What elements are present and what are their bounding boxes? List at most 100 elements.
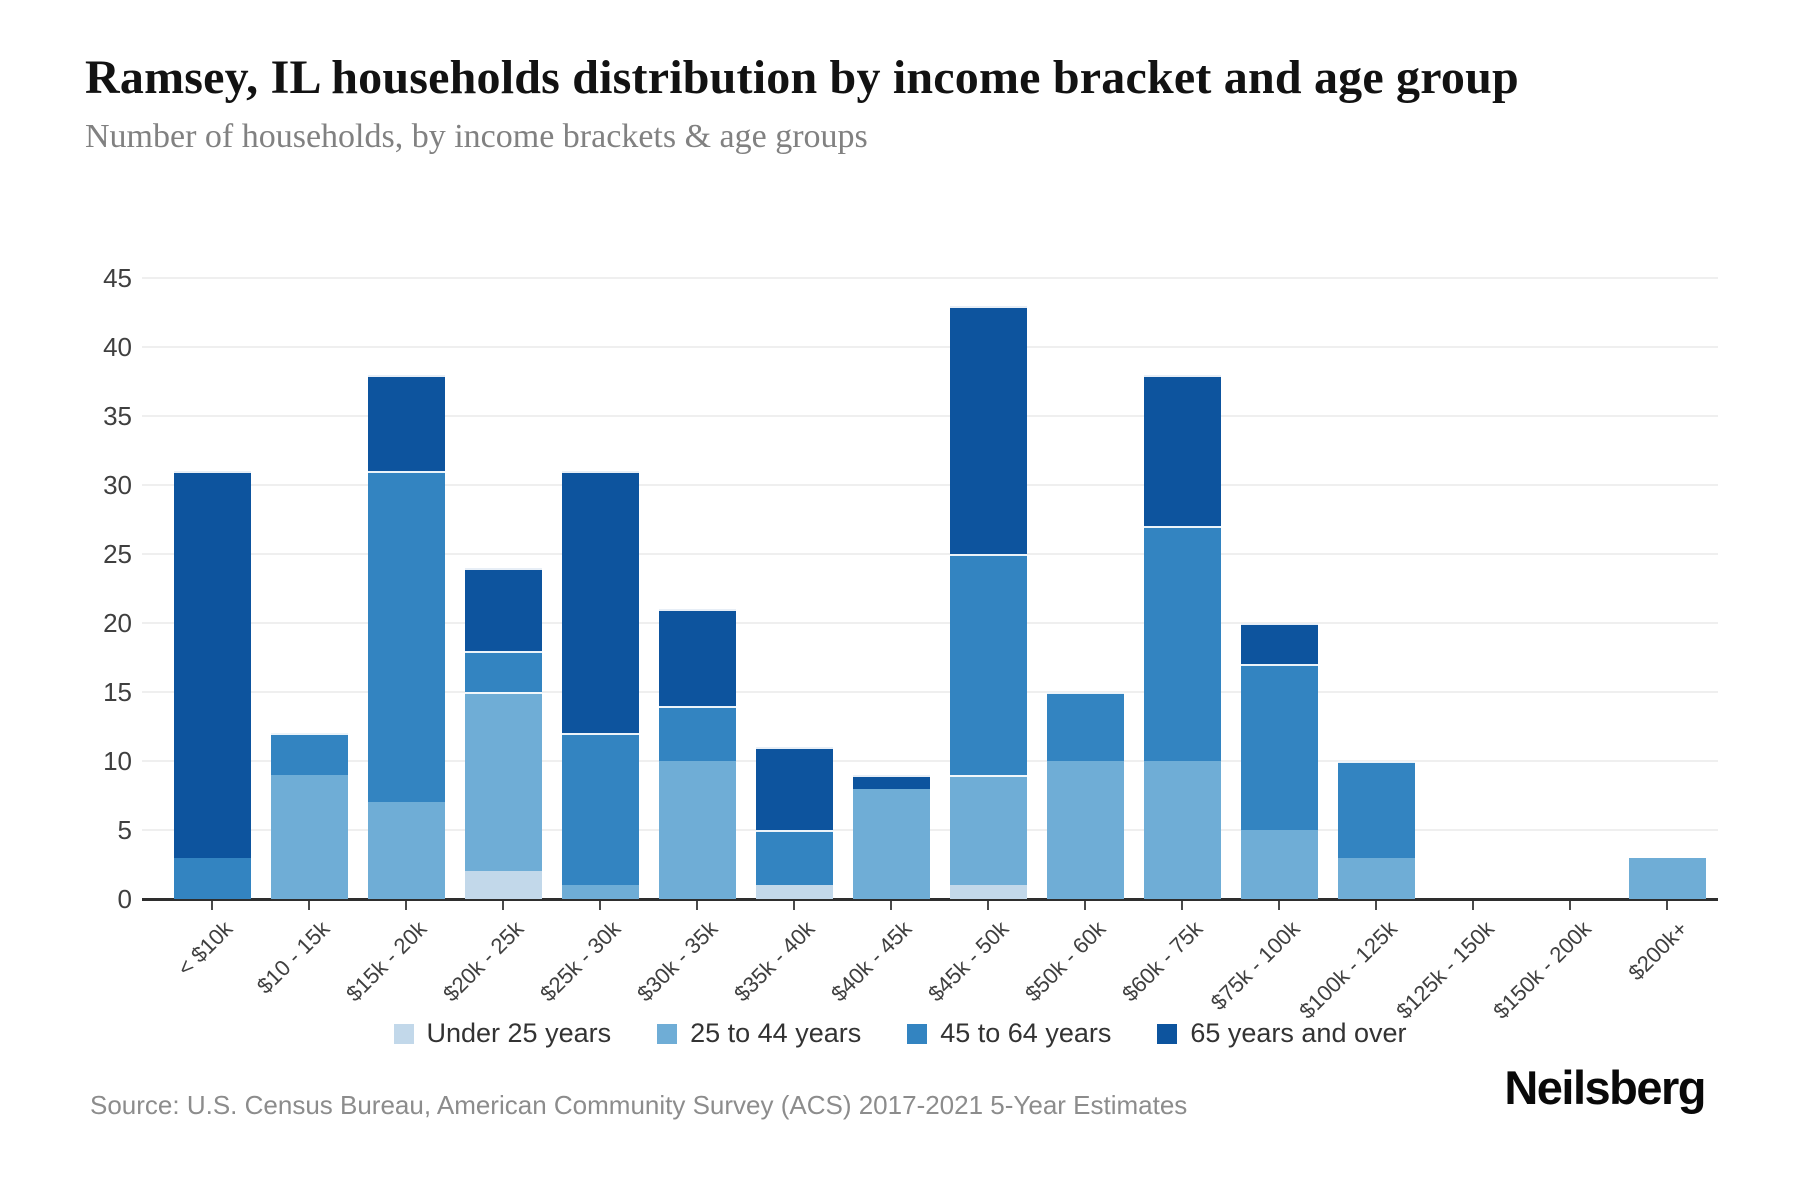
x-axis-category-label: $35k - 40k [729,916,820,1007]
x-axis-tick [405,901,407,910]
x-axis-category-label: $75k - 100k [1205,916,1305,1015]
x-axis-tick [211,901,213,910]
x-axis-tick [599,901,601,910]
bar-segment[interactable] [658,705,736,761]
bar-segment[interactable] [1143,761,1221,899]
bar-segment[interactable] [464,692,542,872]
x-axis-tick [1472,901,1474,910]
bar-segment[interactable] [367,374,445,472]
y-axis-tick-label: 10 [103,746,132,776]
x-axis-category-label: $15k - 20k [341,916,432,1007]
x-axis-category-label: $150k - 200k [1488,916,1596,1024]
bar-segment[interactable] [658,609,736,706]
bar-segment[interactable] [561,733,639,886]
bar-segment[interactable] [561,885,639,899]
bar-segment[interactable] [1337,761,1415,858]
bar-segment[interactable] [755,885,833,899]
bar-segment[interactable] [852,788,930,899]
bar-segment[interactable] [173,857,251,899]
legend-item-45-to-64-years[interactable]: 45 to 64 years [907,1018,1111,1049]
y-axis-tick-label: 45 [103,263,132,293]
x-axis-line [142,898,1718,901]
x-axis-category-label: $45k - 50k [923,916,1014,1007]
brand-logo: Neilsberg [1504,1061,1706,1114]
bar-segment[interactable] [755,747,833,830]
chart-legend: Under 25 years 25 to 44 years 45 to 64 yea… [0,1018,1800,1049]
y-axis-tick-label: 35 [103,401,132,431]
bar-segment[interactable] [949,774,1027,886]
y-axis-tick-label: 30 [103,470,132,500]
y-axis-tick-label: 40 [103,332,132,362]
bar-segment[interactable] [658,761,736,899]
y-axis-tick-label: 15 [103,677,132,707]
legend-label: 45 to 64 years [940,1018,1112,1048]
bar-segment[interactable] [367,471,445,803]
x-axis-tick [1375,901,1377,910]
x-axis-tick [696,901,698,910]
x-axis-tick [890,901,892,910]
bar-segment[interactable] [173,471,251,858]
y-axis-tick-label: 0 [117,884,132,914]
x-axis-tick [1181,901,1183,910]
x-axis-category-label: $40k - 45k [826,916,917,1007]
x-axis-tick [987,901,989,910]
x-axis-tick [502,901,504,910]
gridline [142,277,1718,279]
x-axis-tick [793,901,795,910]
gridline [142,760,1718,762]
x-axis-category-label: $50k - 60k [1020,916,1111,1007]
bar-segment[interactable] [464,650,542,692]
x-axis-category-label: $25k - 30k [535,916,626,1007]
x-axis-tick [1278,901,1280,910]
legend-item-under-25-years[interactable]: Under 25 years [393,1018,612,1049]
legend-item-65-years-and-over[interactable]: 65 years and over [1157,1018,1407,1049]
bar-segment[interactable] [1046,761,1124,899]
bar-segment[interactable] [949,554,1027,775]
legend-item-25-to-44-years[interactable]: 25 to 44 years [657,1018,861,1049]
legend-swatch-icon [393,1023,414,1044]
bar-segment[interactable] [1143,374,1221,527]
bar-segment[interactable] [755,830,833,886]
bar-segment[interactable] [949,305,1027,554]
gridline [142,415,1718,417]
bar-segment[interactable] [1240,664,1318,830]
source-note: Source: U.S. Census Bureau, American Com… [90,1090,1188,1120]
bar-segment[interactable] [1337,857,1415,899]
bar-segment[interactable] [1628,857,1706,899]
chart-title: Ramsey, IL households distribution by in… [85,51,1519,104]
bar-segment[interactable] [270,774,348,899]
bar-segment[interactable] [949,885,1027,899]
x-axis-category-label: $125k - 150k [1391,916,1499,1024]
gridline [142,484,1718,486]
y-axis-tick-label: 20 [103,608,132,638]
legend-swatch-icon [907,1023,928,1044]
bar-segment[interactable] [464,567,542,651]
bar-segment[interactable] [852,774,930,789]
bar-segment[interactable] [367,802,445,899]
bar-segment[interactable] [270,733,348,775]
bar-segment[interactable] [561,471,639,734]
y-axis-tick-label: 25 [103,539,132,569]
bar-segment[interactable] [464,871,542,899]
legend-label: Under 25 years [426,1018,612,1048]
x-axis-category-label: $60k - 75k [1117,916,1208,1007]
y-axis-tick-label: 5 [117,815,132,845]
bar-segment[interactable] [1240,830,1318,899]
gridline [142,553,1718,555]
x-axis-category-label: $200k+ [1623,916,1693,986]
x-axis-category-label: $100k - 125k [1294,916,1402,1024]
bar-segment[interactable] [1240,623,1318,665]
x-axis-category-label: < $10k [172,916,238,981]
x-axis-tick [1569,901,1571,910]
legend-swatch-icon [1157,1023,1178,1044]
x-axis-category-label: $20k - 25k [438,916,529,1007]
x-axis-category-label: $30k - 35k [632,916,723,1007]
legend-swatch-icon [657,1023,678,1044]
bar-segment[interactable] [1143,526,1221,761]
gridline [142,346,1718,348]
x-axis-tick [1084,901,1086,910]
bar-segment[interactable] [1046,692,1124,761]
x-axis-category-label: $10 - 15k [252,916,335,999]
